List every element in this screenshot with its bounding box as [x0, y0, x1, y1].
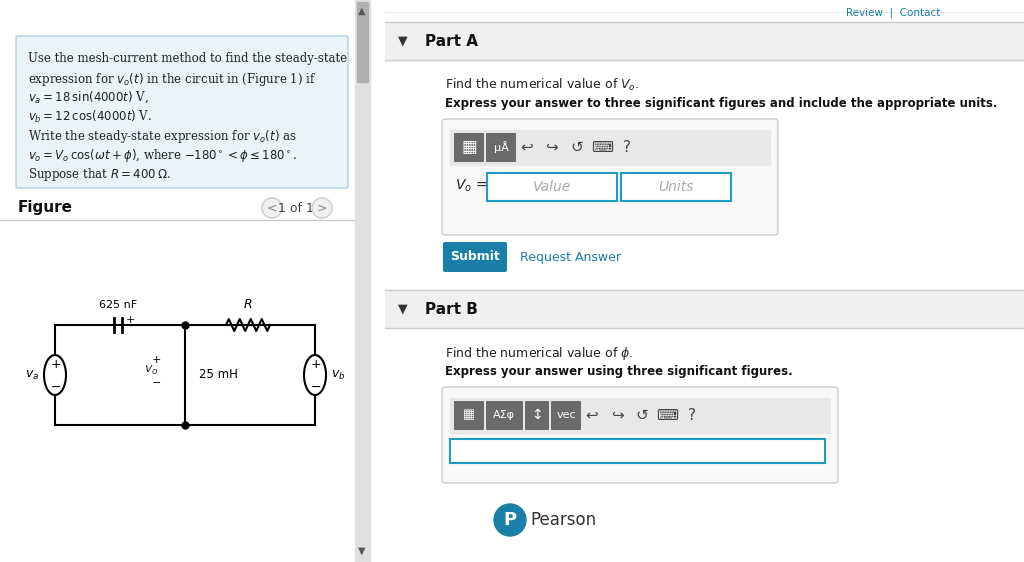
Text: 25 mH: 25 mH	[199, 369, 238, 382]
Text: ↕: ↕	[531, 408, 543, 422]
Text: 625 nF: 625 nF	[99, 300, 137, 310]
FancyBboxPatch shape	[486, 401, 523, 430]
Text: $v_b$: $v_b$	[331, 369, 345, 382]
Text: Submit: Submit	[451, 251, 500, 264]
Text: ⌨: ⌨	[591, 139, 613, 155]
Bar	[385, 0, 1024, 562]
Text: Suppose that $R = 400\,\Omega$.: Suppose that $R = 400\,\Omega$.	[28, 166, 171, 183]
FancyBboxPatch shape	[454, 401, 484, 430]
Text: <: <	[266, 202, 278, 215]
Text: ?: ?	[623, 139, 631, 155]
Bar	[450, 398, 830, 433]
Text: ↺: ↺	[636, 407, 648, 423]
Text: ΑΣφ: ΑΣφ	[493, 410, 515, 420]
FancyBboxPatch shape	[486, 133, 516, 162]
Text: ↺: ↺	[570, 139, 584, 155]
Text: Value: Value	[532, 180, 571, 194]
Text: P: P	[504, 511, 516, 529]
Text: $v_o = V_o\,\cos(\omega t + \phi)$, where $-180^\circ < \phi \leq 180^\circ$.: $v_o = V_o\,\cos(\omega t + \phi)$, wher…	[28, 147, 298, 164]
Text: $v_a$: $v_a$	[25, 369, 39, 382]
FancyBboxPatch shape	[443, 242, 507, 272]
Text: Review  |  Contact: Review | Contact	[846, 8, 940, 19]
Text: +: +	[125, 315, 135, 325]
Text: Units: Units	[658, 180, 693, 194]
Text: $v_a = 18\,\sin(4000t)$ V,: $v_a = 18\,\sin(4000t)$ V,	[28, 90, 148, 106]
Text: Part B: Part B	[425, 301, 478, 316]
Text: Find the numerical value of $V_o$.: Find the numerical value of $V_o$.	[445, 77, 639, 93]
Circle shape	[312, 198, 332, 218]
Text: $R$: $R$	[244, 298, 253, 311]
Ellipse shape	[304, 355, 326, 395]
Text: ↪: ↪	[610, 407, 624, 423]
Text: ⌨: ⌨	[656, 407, 678, 423]
Text: −: −	[152, 378, 161, 388]
FancyBboxPatch shape	[442, 119, 778, 235]
FancyBboxPatch shape	[551, 401, 581, 430]
Bar	[450, 439, 825, 463]
Circle shape	[262, 198, 282, 218]
Circle shape	[494, 504, 526, 536]
FancyBboxPatch shape	[454, 133, 484, 162]
Text: ▼: ▼	[358, 546, 366, 556]
Text: ?: ?	[688, 407, 696, 423]
Text: −: −	[51, 380, 61, 393]
Ellipse shape	[44, 355, 66, 395]
Text: Express your answer using three significant figures.: Express your answer using three signific…	[445, 365, 793, 378]
Text: ▦: ▦	[461, 138, 477, 156]
Text: Request Answer: Request Answer	[520, 251, 621, 264]
Text: ↩: ↩	[586, 407, 598, 423]
Text: +: +	[152, 355, 161, 365]
Bar	[450, 130, 770, 165]
Text: ▦: ▦	[463, 409, 475, 422]
Text: $v_o$: $v_o$	[144, 364, 159, 377]
Text: Pearson: Pearson	[530, 511, 596, 529]
Text: $v_b = 12\,\cos(4000t)$ V.: $v_b = 12\,\cos(4000t)$ V.	[28, 109, 153, 125]
Bar	[385, 290, 1024, 328]
Text: Write the steady-state expression for $v_o(t)$ as: Write the steady-state expression for $v…	[28, 128, 297, 145]
FancyBboxPatch shape	[442, 387, 838, 483]
Text: Use the mesh-current method to find the steady-state: Use the mesh-current method to find the …	[28, 52, 347, 65]
Text: ▼: ▼	[398, 302, 408, 315]
Text: vec: vec	[556, 410, 575, 420]
Text: 1 of 1: 1 of 1	[279, 202, 314, 215]
Text: ↪: ↪	[546, 139, 558, 155]
Text: +: +	[50, 359, 61, 371]
Text: ↩: ↩	[520, 139, 534, 155]
Bar	[385, 22, 1024, 60]
Text: expression for $v_o(t)$ in the circuit in (Figure 1) if: expression for $v_o(t)$ in the circuit i…	[28, 71, 316, 88]
Bar	[357, 2, 368, 82]
Text: Part A: Part A	[425, 34, 478, 48]
Bar	[355, 0, 370, 562]
Text: +: +	[310, 359, 322, 371]
Text: >: >	[316, 202, 328, 215]
Text: ▼: ▼	[398, 34, 408, 48]
Bar	[0, 0, 370, 562]
Text: Figure: Figure	[18, 200, 73, 215]
Text: −: −	[310, 380, 322, 393]
Text: $V_o$ =: $V_o$ =	[455, 178, 487, 194]
FancyBboxPatch shape	[525, 401, 549, 430]
Bar	[621, 173, 731, 201]
Text: μÅ: μÅ	[494, 141, 509, 153]
Bar	[487, 173, 617, 201]
Text: Find the numerical value of $\phi$.: Find the numerical value of $\phi$.	[445, 345, 633, 362]
Text: Express your answer to three significant figures and include the appropriate uni: Express your answer to three significant…	[445, 97, 997, 110]
FancyBboxPatch shape	[16, 36, 348, 188]
Text: ▲: ▲	[358, 6, 366, 16]
